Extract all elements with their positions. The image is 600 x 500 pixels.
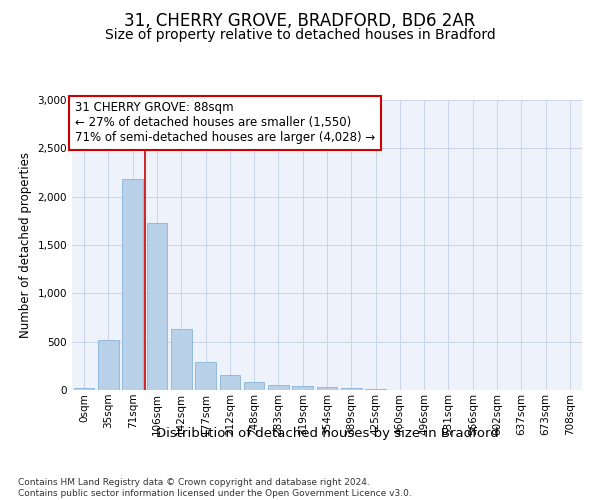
- Bar: [365, 389, 386, 390]
- Bar: [220, 375, 240, 390]
- Y-axis label: Number of detached properties: Number of detached properties: [19, 152, 32, 338]
- Bar: [341, 388, 362, 390]
- Bar: [292, 386, 313, 390]
- Bar: [268, 384, 289, 390]
- Text: Size of property relative to detached houses in Bradford: Size of property relative to detached ho…: [104, 28, 496, 42]
- Text: Distribution of detached houses by size in Bradford: Distribution of detached houses by size …: [155, 428, 499, 440]
- Bar: [171, 328, 191, 390]
- Bar: [244, 382, 265, 390]
- Text: Contains HM Land Registry data © Crown copyright and database right 2024.
Contai: Contains HM Land Registry data © Crown c…: [18, 478, 412, 498]
- Bar: [317, 386, 337, 390]
- Text: 31, CHERRY GROVE, BRADFORD, BD6 2AR: 31, CHERRY GROVE, BRADFORD, BD6 2AR: [124, 12, 476, 30]
- Text: 31 CHERRY GROVE: 88sqm
← 27% of detached houses are smaller (1,550)
71% of semi-: 31 CHERRY GROVE: 88sqm ← 27% of detached…: [74, 102, 375, 144]
- Bar: [146, 223, 167, 390]
- Bar: [98, 340, 119, 390]
- Bar: [74, 388, 94, 390]
- Bar: [195, 362, 216, 390]
- Bar: [122, 180, 143, 390]
